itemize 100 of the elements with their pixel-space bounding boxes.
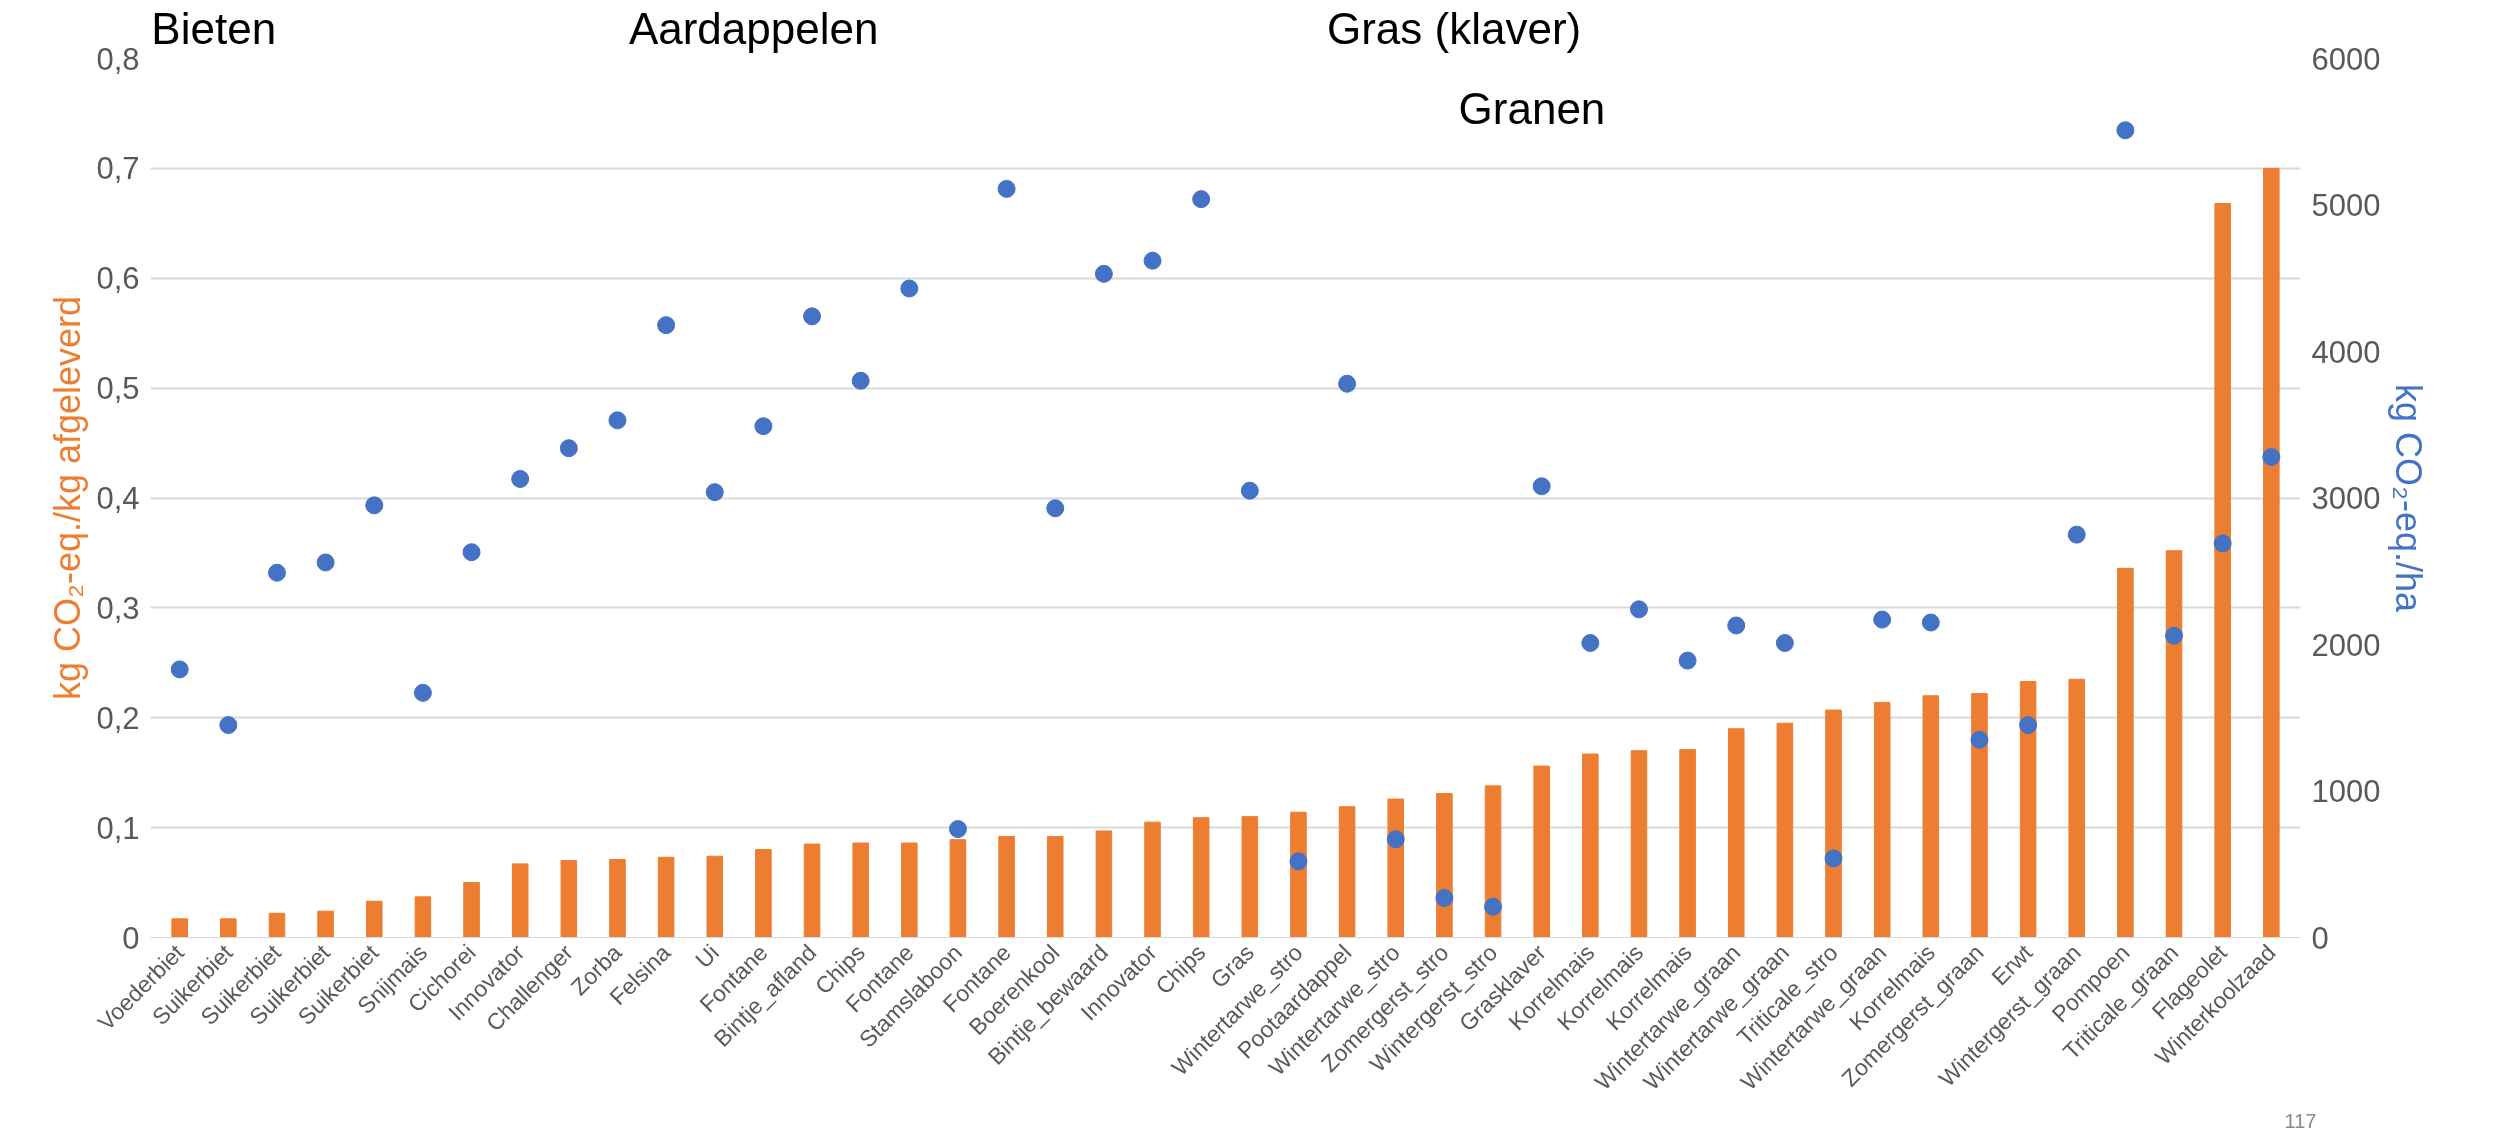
point bbox=[1873, 610, 1892, 629]
point bbox=[1192, 190, 1211, 209]
point bbox=[1824, 849, 1843, 868]
point bbox=[365, 496, 384, 515]
point bbox=[1921, 613, 1940, 632]
point bbox=[1629, 600, 1648, 619]
point bbox=[2067, 525, 2086, 544]
bar bbox=[852, 842, 869, 938]
bar bbox=[2165, 550, 2183, 938]
point bbox=[1094, 264, 1113, 283]
y-tick-label: 0,1 bbox=[96, 810, 140, 846]
bar bbox=[1046, 835, 1064, 938]
bar bbox=[414, 896, 432, 938]
point bbox=[1532, 477, 1551, 496]
y2-tick-label: 1000 bbox=[2311, 774, 2381, 809]
y2-tick-label: 3000 bbox=[2311, 481, 2381, 516]
text: Gras (klaver) bbox=[1327, 3, 1582, 53]
bar bbox=[706, 855, 724, 938]
y-tick-label: 0,6 bbox=[96, 261, 140, 297]
point bbox=[219, 716, 238, 735]
bar bbox=[1679, 749, 1696, 938]
bar bbox=[171, 918, 188, 938]
point bbox=[511, 469, 530, 488]
y2-tick-label: 5000 bbox=[2311, 188, 2381, 223]
y-tick-label: 0,2 bbox=[96, 700, 140, 736]
point bbox=[170, 660, 189, 679]
bar bbox=[1095, 830, 1113, 938]
bar bbox=[1922, 695, 1940, 938]
point bbox=[2262, 448, 2281, 466]
bar bbox=[1630, 750, 1648, 938]
bar bbox=[1192, 817, 1210, 938]
point bbox=[1046, 499, 1065, 518]
point bbox=[1289, 852, 1308, 871]
point bbox=[316, 553, 335, 572]
bar bbox=[1971, 693, 1988, 938]
bar bbox=[949, 839, 967, 938]
bar bbox=[1873, 701, 1891, 938]
point bbox=[2019, 716, 2038, 735]
annotation: Granen bbox=[1458, 84, 1606, 134]
y2-axis-title: kg CO₂-eq./ha bbox=[2388, 383, 2430, 614]
bar bbox=[220, 918, 237, 938]
point bbox=[1338, 374, 1357, 393]
text: Bieten bbox=[151, 3, 277, 53]
bar bbox=[463, 882, 480, 938]
bar bbox=[1582, 753, 1599, 938]
bar bbox=[1338, 806, 1356, 938]
point bbox=[657, 316, 676, 335]
bar bbox=[901, 842, 918, 938]
point bbox=[1775, 634, 1794, 653]
bar bbox=[609, 858, 626, 938]
y-tick-label: 0,4 bbox=[96, 481, 140, 516]
bar bbox=[2214, 203, 2231, 938]
y2-tick-label: 4000 bbox=[2311, 334, 2381, 370]
point bbox=[2213, 534, 2232, 553]
y-tick-label: 0,7 bbox=[96, 151, 140, 187]
y-tick-label: 0,3 bbox=[96, 590, 140, 626]
point bbox=[2116, 121, 2135, 140]
bar bbox=[657, 856, 675, 938]
point bbox=[997, 179, 1016, 198]
bar bbox=[2068, 678, 2086, 938]
bar bbox=[1241, 816, 1259, 938]
bar bbox=[2019, 680, 2037, 938]
bar bbox=[998, 835, 1015, 938]
text: Aardappelen bbox=[628, 3, 879, 53]
bar bbox=[317, 910, 334, 938]
y2-tick-label: 2000 bbox=[2311, 627, 2381, 663]
point bbox=[1435, 888, 1454, 907]
point bbox=[462, 543, 481, 562]
point bbox=[1727, 616, 1746, 635]
point bbox=[1484, 897, 1503, 916]
bar bbox=[755, 849, 772, 938]
bar bbox=[268, 912, 286, 938]
point bbox=[559, 439, 578, 458]
bar bbox=[560, 860, 578, 938]
point bbox=[900, 279, 919, 298]
point bbox=[1240, 481, 1259, 500]
point bbox=[754, 417, 773, 436]
point bbox=[1678, 651, 1697, 670]
point bbox=[2165, 626, 2184, 645]
point bbox=[851, 371, 870, 390]
bar bbox=[2117, 567, 2134, 938]
text: 117 bbox=[2284, 1109, 2317, 1132]
point bbox=[1581, 634, 1600, 653]
point bbox=[1386, 830, 1405, 849]
y2-tick-label: 6000 bbox=[2311, 41, 2381, 77]
y-tick-label: 0,5 bbox=[96, 371, 140, 407]
point bbox=[413, 683, 432, 702]
point bbox=[803, 307, 822, 326]
bar bbox=[365, 900, 383, 938]
y-axis-title: kg CO₂-eq./kg afgeleverd bbox=[47, 295, 89, 701]
bar bbox=[1776, 722, 1794, 938]
bar bbox=[2263, 167, 2280, 938]
point bbox=[1970, 730, 1989, 749]
bar bbox=[1533, 765, 1550, 938]
point bbox=[608, 411, 627, 430]
point bbox=[1143, 251, 1162, 270]
bar bbox=[1825, 709, 1842, 938]
point bbox=[267, 563, 286, 582]
bar bbox=[511, 863, 529, 938]
point bbox=[948, 820, 967, 839]
